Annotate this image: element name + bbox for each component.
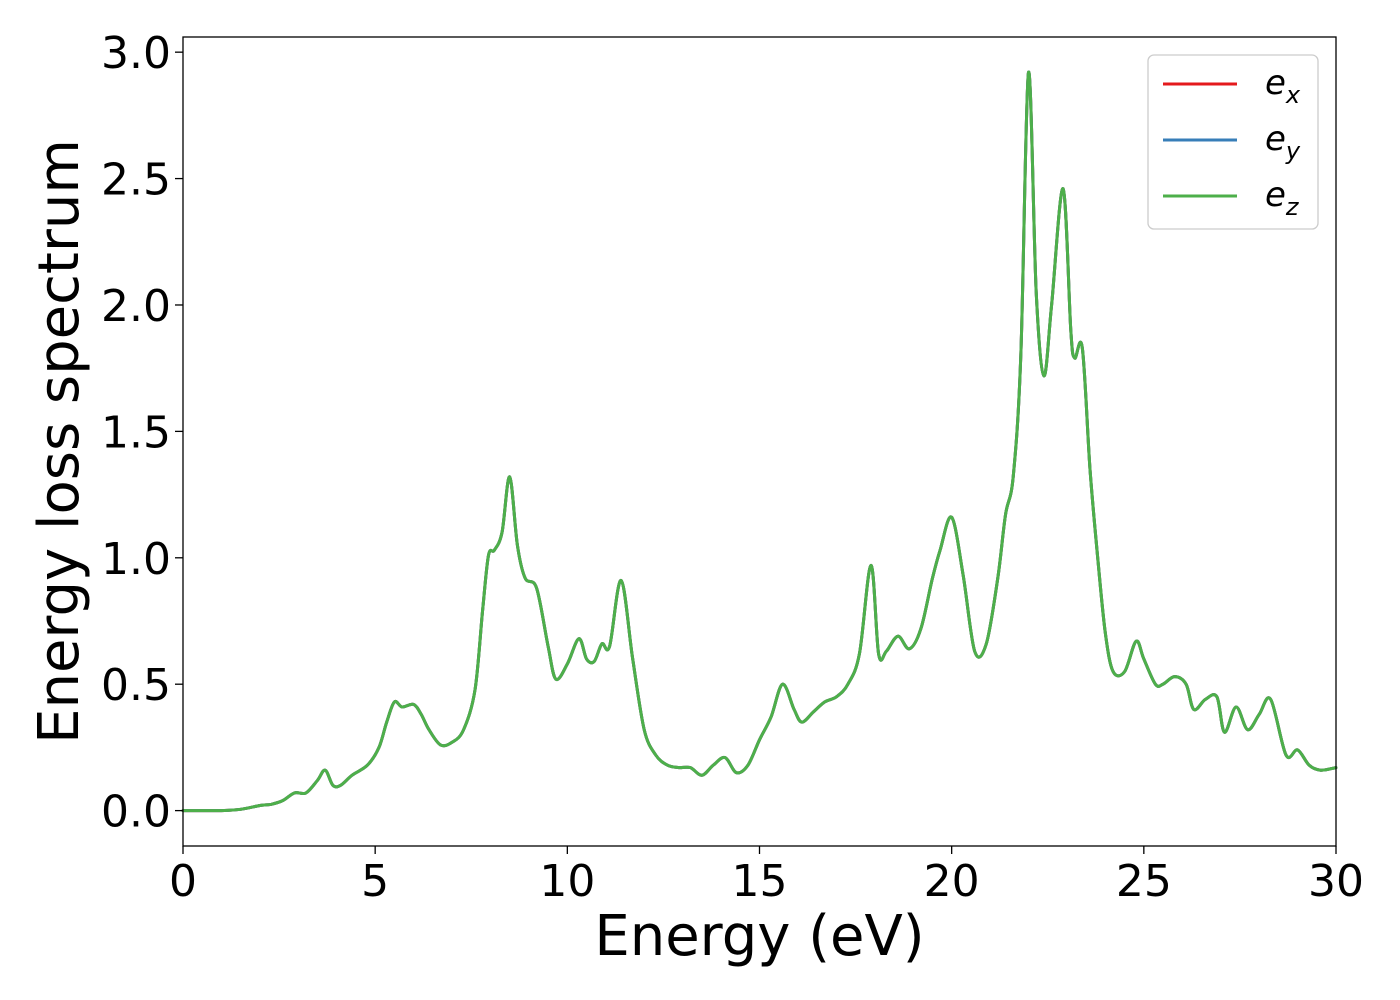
y-tick-label: 1.0: [101, 534, 171, 585]
x-tick-label: 15: [732, 856, 788, 907]
x-tick-label: 30: [1308, 856, 1364, 907]
y-tick-label: 2.5: [101, 155, 171, 206]
x-tick-label: 25: [1116, 856, 1172, 907]
y-tick-label: 0.5: [101, 660, 171, 711]
x-axis-ticks: 0 5 10 15 20 25 30: [169, 846, 1364, 907]
y-axis-ticks: 0.0 0.5 1.0 1.5 2.0 2.5 3.0: [101, 28, 183, 838]
x-axis-label: Energy (eV): [594, 904, 924, 969]
y-tick-label: 0.0: [101, 787, 171, 838]
y-tick-label: 1.5: [101, 407, 171, 458]
series-line-ez: [181, 70, 1338, 813]
legend-box: [1147, 54, 1319, 230]
x-tick-label: 5: [361, 856, 389, 907]
x-tick-label: 10: [539, 856, 595, 907]
x-tick-label: 0: [169, 856, 197, 907]
y-tick-label: 2.0: [101, 281, 171, 332]
y-axis-label: Energy loss spectrum: [27, 139, 92, 744]
y-tick-label: 3.0: [101, 28, 171, 79]
series-lines: [181, 70, 1338, 813]
x-tick-label: 20: [924, 856, 980, 907]
